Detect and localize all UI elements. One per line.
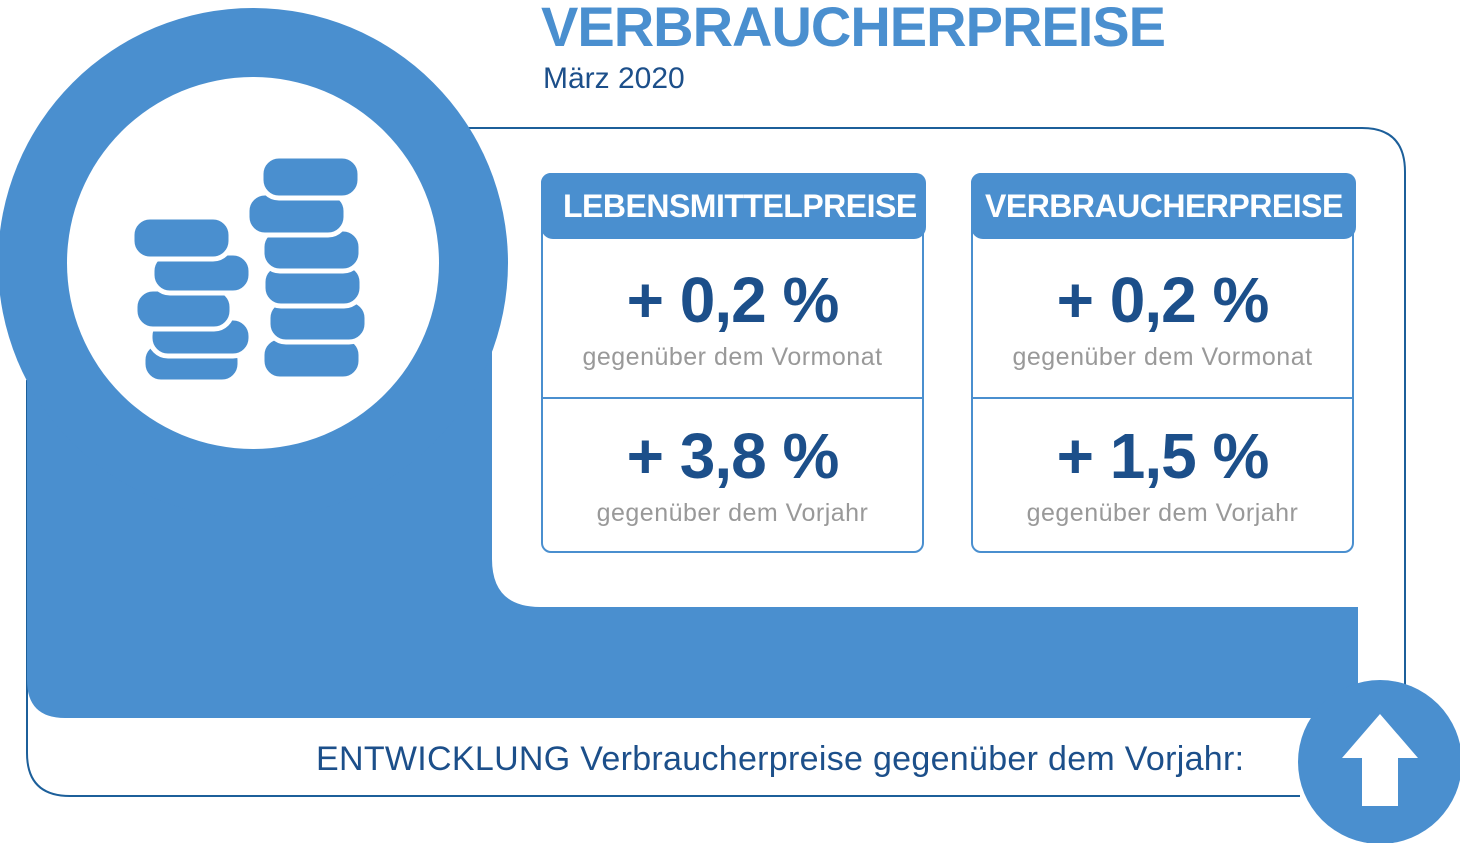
monthly-change-value: + 0,2 % (626, 264, 840, 336)
yearly-change-value: + 1,5 % (1056, 420, 1270, 492)
card-divider (543, 397, 922, 399)
arrow-up-icon (1342, 714, 1418, 806)
coin-circle-inner (67, 77, 439, 449)
consumer-prices-card: VERBRAUCHERPREISE + 0,2 % gegenüber dem … (971, 173, 1356, 553)
page-title: VERBRAUCHERPREISE (541, 0, 1166, 58)
card-heading: LEBENSMITTELPREISE (541, 173, 926, 239)
food-prices-card: LEBENSMITTELPREISE + 0,2 % gegenüber dem… (541, 173, 926, 553)
trend-label: ENTWICKLUNG Verbraucherpreise gegenüber … (316, 740, 1245, 778)
yearly-change-caption: gegenüber dem Vorjahr (596, 499, 869, 527)
yearly-change-value: + 3,8 % (626, 420, 840, 492)
monthly-change-caption: gegenüber dem Vormonat (582, 343, 883, 371)
monthly-change-caption: gegenüber dem Vormonat (1012, 343, 1313, 371)
coin-stack-icon (129, 153, 370, 385)
monthly-change-value: + 0,2 % (1056, 264, 1270, 336)
page-subtitle: März 2020 (543, 62, 685, 95)
card-divider (973, 397, 1352, 399)
card-heading: VERBRAUCHERPREISE (971, 173, 1356, 239)
frame-outline (26, 127, 1406, 797)
yearly-change-caption: gegenüber dem Vorjahr (1026, 499, 1299, 527)
